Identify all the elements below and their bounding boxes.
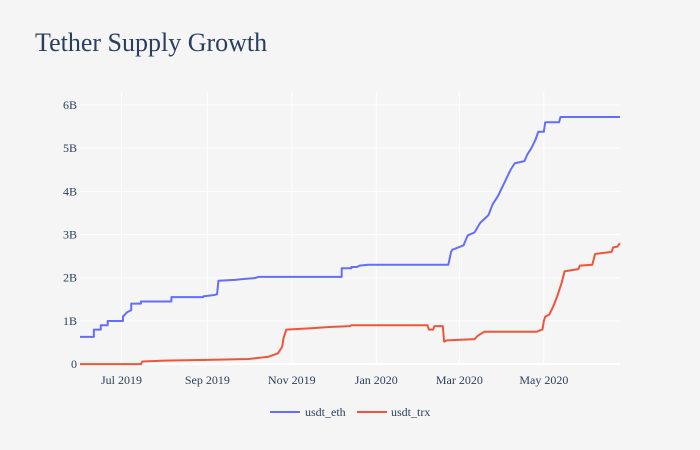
- y-tick-label-6: 6B: [63, 98, 77, 112]
- grid-lines: [80, 92, 620, 366]
- series-line-usdt-eth[interactable]: [80, 116, 620, 338]
- legend-item-usdt-trx[interactable]: usdt_trx: [357, 405, 430, 419]
- y-tick-label-4: 4B: [63, 184, 77, 198]
- x-tick-label-5: May 2020: [519, 373, 568, 387]
- x-tick-label-3: Jan 2020: [355, 373, 398, 387]
- y-tick-label-1: 1B: [63, 314, 77, 328]
- series-lines: [80, 116, 621, 366]
- y-tick-label-2: 2B: [63, 271, 77, 285]
- y-axis-ticks: 0 1B 2B 3B 4B 5B 6B: [63, 98, 77, 371]
- x-tick-label-4: Mar 2020: [436, 373, 483, 387]
- x-tick-label-2: Nov 2019: [268, 373, 316, 387]
- x-axis-ticks: Jul 2019 Sep 2019 Nov 2019 Jan 2020 Mar 2020…: [101, 373, 568, 387]
- y-tick-label-0: 0: [71, 357, 77, 371]
- legend[interactable]: usdt_eth usdt_trx: [270, 405, 430, 419]
- y-tick-label-5: 5B: [63, 141, 77, 155]
- legend-item-usdt-eth[interactable]: usdt_eth: [270, 405, 346, 419]
- legend-label-usdt-eth: usdt_eth: [305, 405, 346, 419]
- series-line-usdt-trx[interactable]: [80, 242, 621, 366]
- x-tick-label-0: Jul 2019: [101, 373, 142, 387]
- chart-title: Tether Supply Growth: [35, 28, 267, 57]
- x-tick-label-1: Sep 2019: [185, 373, 230, 387]
- y-tick-label-3: 3B: [63, 228, 77, 242]
- legend-label-usdt-trx: usdt_trx: [391, 405, 430, 419]
